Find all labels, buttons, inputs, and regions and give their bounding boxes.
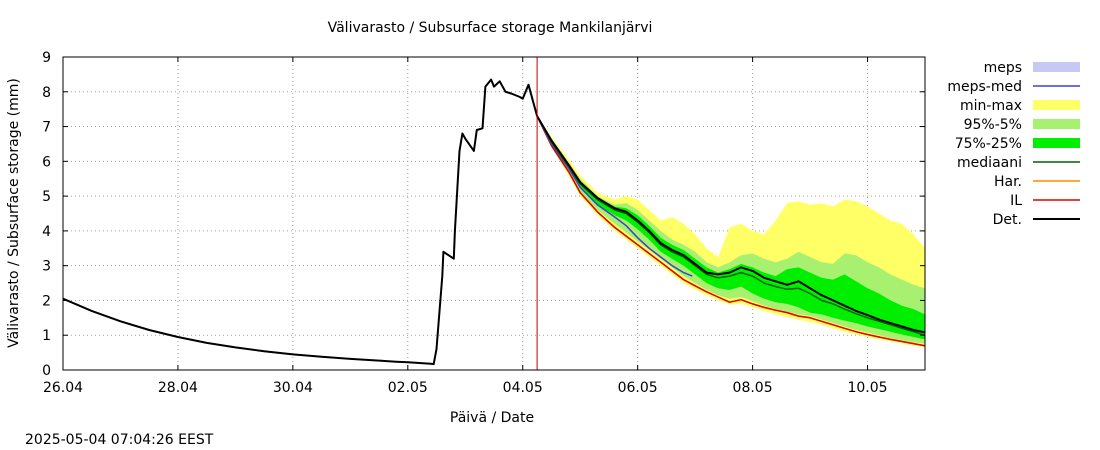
y-tick-label: 8 xyxy=(42,85,51,101)
x-tick-label: 26.04 xyxy=(43,380,83,396)
legend-label-median: mediaani xyxy=(957,155,1022,171)
band-areas xyxy=(537,116,925,348)
legend-label-det: Det. xyxy=(993,212,1022,228)
plot-frame xyxy=(62,56,926,371)
x-tick-label: 06.05 xyxy=(618,380,658,396)
band-75-25 xyxy=(537,116,925,340)
legend-label-p75-25: 75%-25% xyxy=(955,136,1022,152)
y-tick-label: 4 xyxy=(42,224,51,240)
legend-swatch-minmax xyxy=(1033,100,1080,110)
y-tick-label: 2 xyxy=(42,293,51,309)
legend-label-har: Har. xyxy=(994,174,1022,190)
legend-swatch-p75-25 xyxy=(1033,138,1080,148)
series-line-meps-med xyxy=(536,115,693,277)
legend-label-meps: meps xyxy=(984,60,1022,76)
y-tick-label: 7 xyxy=(42,120,51,136)
x-tick-label: 08.05 xyxy=(733,380,773,396)
x-tick-label: 02.05 xyxy=(388,380,428,396)
y-axis-label: Välivarasto / Subsurface storage (mm) xyxy=(6,78,22,348)
legend-swatch-meps xyxy=(1033,62,1080,72)
y-tick-label: 9 xyxy=(42,50,51,66)
x-tick-label: 10.05 xyxy=(847,380,887,396)
series-line-det xyxy=(62,78,926,366)
y-tick-label: 5 xyxy=(42,189,51,205)
y-tick-label: 3 xyxy=(42,259,51,275)
legend-swatch-p95-5 xyxy=(1033,119,1080,129)
series-lines xyxy=(62,78,926,366)
legend: meps meps-med min-max 95%-5% 75%-25% mediaani… xyxy=(947,60,1080,228)
legend-label-p95-5: 95%-5% xyxy=(964,117,1022,133)
x-tick-label: 04.05 xyxy=(503,380,543,396)
legend-label-minmax: min-max xyxy=(960,98,1022,114)
x-tick-label: 28.04 xyxy=(158,380,198,396)
x-axis-ticks: 26.04 28.04 30.04 02.05 04.05 06.05 08.05 10.05 xyxy=(43,57,888,396)
x-tick-label: 30.04 xyxy=(273,380,313,396)
y-tick-label: 6 xyxy=(42,154,51,170)
legend-label-il: IL xyxy=(1010,193,1022,209)
legend-label-meps-med: meps-med xyxy=(947,79,1022,95)
y-tick-label: 1 xyxy=(42,328,51,344)
chart-title: Välivarasto / Subsurface storage Mankila… xyxy=(328,20,653,36)
timestamp: 2025-05-04 07:04:26 EEST xyxy=(25,432,214,448)
y-axis-ticks: 0 1 2 3 4 5 6 7 8 9 xyxy=(42,50,925,379)
x-axis-label: Päivä / Date xyxy=(450,410,534,426)
series-line-mediaani xyxy=(536,115,926,336)
series-line-il xyxy=(536,115,926,347)
y-tick-label: 0 xyxy=(42,363,51,379)
